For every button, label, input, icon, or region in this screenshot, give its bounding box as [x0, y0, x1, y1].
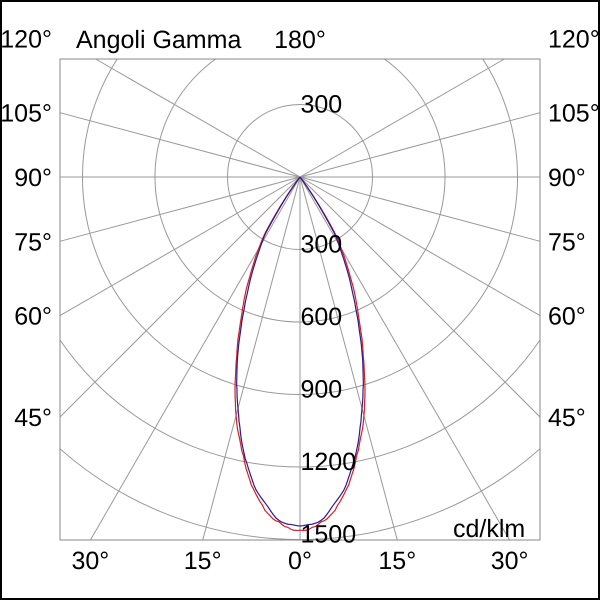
- svg-text:1200: 1200: [301, 448, 357, 476]
- svg-text:900: 900: [301, 376, 343, 404]
- svg-text:120°: 120°: [548, 25, 600, 53]
- svg-text:0°: 0°: [288, 547, 312, 575]
- svg-text:15°: 15°: [184, 547, 222, 575]
- svg-text:30°: 30°: [491, 547, 529, 575]
- svg-text:105°: 105°: [548, 100, 600, 128]
- svg-text:180°: 180°: [274, 26, 326, 54]
- svg-text:45°: 45°: [14, 404, 52, 432]
- svg-text:105°: 105°: [0, 100, 52, 128]
- svg-text:15°: 15°: [378, 547, 416, 575]
- svg-text:120°: 120°: [0, 25, 52, 53]
- svg-text:cd/klm: cd/klm: [453, 515, 525, 543]
- svg-text:1500: 1500: [301, 521, 357, 549]
- svg-text:600: 600: [301, 303, 343, 331]
- svg-text:60°: 60°: [548, 303, 586, 331]
- svg-text:75°: 75°: [14, 228, 52, 256]
- svg-text:45°: 45°: [548, 404, 586, 432]
- svg-text:30°: 30°: [71, 547, 109, 575]
- svg-text:90°: 90°: [14, 164, 52, 192]
- svg-text:300: 300: [301, 231, 343, 259]
- svg-text:60°: 60°: [14, 303, 52, 331]
- svg-text:Angoli Gamma: Angoli Gamma: [76, 26, 241, 54]
- svg-text:75°: 75°: [548, 228, 586, 256]
- svg-text:300: 300: [301, 91, 343, 119]
- svg-text:90°: 90°: [548, 164, 586, 192]
